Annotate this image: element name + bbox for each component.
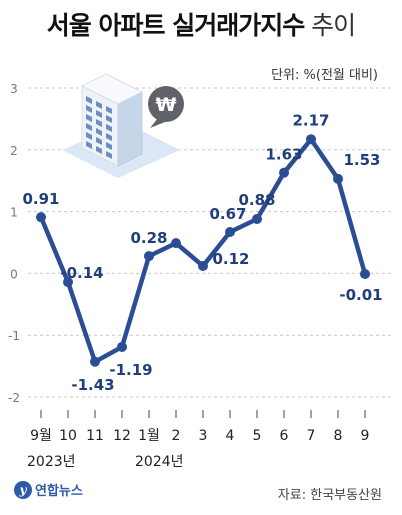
x-tick-label: 5	[253, 428, 262, 444]
y-tick-label: 0	[10, 267, 18, 281]
data-point	[36, 212, 46, 223]
building-window	[96, 110, 102, 118]
data-label: 0.91	[22, 190, 59, 208]
building-window	[106, 124, 112, 132]
data-point	[279, 167, 289, 178]
building-roof	[81, 73, 143, 105]
series-line	[38, 137, 368, 365]
data-label: 0.88	[238, 191, 275, 209]
chart-title-main: 서울 아파트 실거래가지수	[46, 11, 305, 40]
year-label: 2023년	[27, 454, 76, 470]
x-tick-label: 12	[113, 428, 131, 444]
data-point	[360, 269, 370, 280]
data-label: 2.17	[292, 111, 329, 129]
chart-title-sub: 추이	[311, 11, 356, 40]
data-label: -0.01	[339, 286, 382, 304]
building-window	[86, 141, 92, 149]
x-tick-label: 8	[334, 428, 343, 444]
building-window	[106, 142, 112, 150]
building-window	[106, 133, 112, 141]
x-tick-label: 10	[59, 428, 77, 444]
x-tick-label: 9월	[30, 428, 52, 444]
x-tick-label: 7	[307, 428, 316, 444]
building-window	[106, 106, 112, 114]
data-point	[117, 341, 127, 352]
series-line-layer	[38, 137, 368, 365]
data-label: 1.63	[265, 146, 302, 164]
building-window	[86, 132, 92, 140]
data-label: -0.14	[60, 264, 103, 282]
source-note: 자료: 한국부동산원	[277, 488, 382, 503]
x-tick-label: 4	[226, 428, 235, 444]
data-label: 0.67	[209, 205, 246, 223]
y-tick-label: 1	[10, 206, 18, 220]
x-tick-label: 11	[86, 428, 104, 444]
y-axis-ticks: 3 2 1 0 -1 -2	[8, 82, 20, 405]
building-window	[106, 151, 112, 159]
data-point	[225, 226, 235, 237]
x-tick-label: 9	[361, 428, 370, 444]
speech-bubble	[148, 86, 184, 122]
x-tick-label: 3	[199, 428, 208, 444]
data-label: -1.19	[109, 361, 152, 379]
data-point	[171, 238, 181, 249]
building-window	[106, 115, 112, 123]
won-coin-symbol: ₩	[156, 94, 177, 116]
data-label: 0.28	[130, 229, 167, 247]
building-window	[96, 119, 102, 127]
x-axis-ticks: 9월 10 11 12 1월 2 3 4 5 6 7 8 9 2023년 2024년	[27, 410, 369, 470]
data-label: -1.43	[71, 376, 114, 394]
building-window	[86, 105, 92, 113]
data-point	[306, 134, 316, 145]
y-tick-label: -1	[8, 329, 20, 343]
building-window	[96, 101, 102, 109]
logo-text: 연합뉴스	[35, 484, 83, 499]
building-windows	[86, 96, 112, 159]
building-right-face	[117, 91, 143, 167]
year-label: 2024년	[135, 454, 184, 470]
data-points	[36, 134, 370, 367]
data-point	[144, 251, 154, 262]
data-label: 1.53	[343, 151, 380, 169]
data-point	[333, 173, 343, 184]
data-label: 0.12	[212, 250, 249, 268]
building-window	[86, 123, 92, 131]
yonhap-logo-icon: y	[14, 480, 32, 499]
building-window	[86, 96, 92, 104]
building-with-won-coin-icon: ₩	[62, 73, 184, 178]
y-tick-label: 2	[10, 144, 18, 158]
y-tick-label: -2	[8, 391, 20, 405]
data-point	[198, 260, 208, 271]
building-window	[96, 146, 102, 154]
building-window	[86, 114, 92, 122]
data-labels: 0.91 -0.14 -1.43-1.19 0.28 0.12 0.670.88 1.63 2…	[22, 111, 382, 393]
x-tick-label: 6	[280, 428, 289, 444]
x-tick-label: 2	[172, 428, 181, 444]
building-window	[96, 128, 102, 136]
x-tick-label: 1월	[138, 428, 160, 444]
data-point	[63, 277, 73, 288]
yonhap-logo: y 연합뉴스	[14, 480, 83, 499]
unit-note: 단위: %(전월 대비)	[271, 68, 378, 83]
data-point	[90, 356, 100, 367]
building-window	[96, 137, 102, 145]
chart-title: 서울 아파트 실거래가지수 추이	[0, 6, 402, 42]
y-tick-label: 3	[10, 82, 18, 96]
data-point	[252, 214, 262, 225]
